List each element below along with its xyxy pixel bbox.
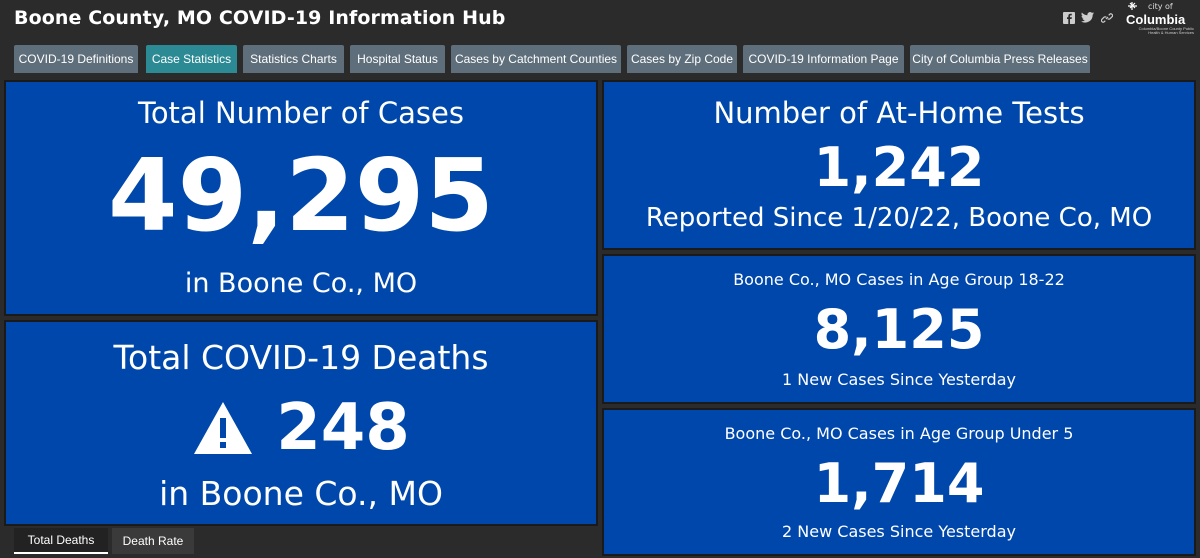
columbia-logo-mark-icon (1128, 2, 1137, 10)
total-cases-subtitle: in Boone Co., MO (184, 268, 418, 299)
total-deaths-title: Total COVID-19 Deaths (113, 338, 489, 377)
age-18-22-title: Boone Co., MO Cases in Age Group 18-22 (733, 270, 1065, 289)
logo-name: Columbia (1126, 12, 1186, 27)
tab-covid-19-information-page[interactable]: COVID-19 Information Page (743, 45, 904, 73)
total-deaths-value-row: 248 (6, 392, 596, 464)
twitter-icon[interactable] (1081, 11, 1094, 24)
tab-total-deaths[interactable]: Total Deaths (14, 528, 108, 554)
facebook-icon[interactable] (1062, 11, 1075, 24)
tab-statistics-charts[interactable]: Statistics Charts (243, 45, 344, 73)
at-home-tests-value: 1,242 (813, 136, 985, 199)
tab-hospital-status[interactable]: Hospital Status (350, 45, 445, 73)
app-header: Boone County, MO COVID-19 Information Hu… (0, 0, 1200, 40)
total-deaths-value: 248 (276, 391, 410, 465)
tab-cases-by-catchment-counties[interactable]: Cases by Catchment Counties (451, 45, 621, 73)
age-18-22-subtitle: 1 New Cases Since Yesterday (782, 370, 1016, 389)
columbia-logo: city of Columbia Columbia/Boone County P… (1122, 2, 1194, 38)
total-cases-panel: Total Number of Cases 49,295 in Boone Co… (4, 80, 598, 316)
age-18-22-value: 8,125 (813, 298, 985, 361)
link-icon[interactable] (1100, 11, 1113, 24)
age-under-5-title: Boone Co., MO Cases in Age Group Under 5 (724, 424, 1074, 443)
total-deaths-panel: Total COVID-19 Deaths 248 in Boone Co., … (4, 320, 598, 526)
tab-covid-19-definitions[interactable]: COVID-19 Definitions (14, 45, 138, 73)
tab-city-of-columbia-press-releases[interactable]: City of Columbia Press Releases (910, 45, 1090, 73)
total-deaths-subtitle: in Boone Co., MO (159, 474, 443, 513)
age-under-5-subtitle: 2 New Cases Since Yesterday (782, 522, 1016, 541)
age-18-22-panel: Boone Co., MO Cases in Age Group 18-22 8… (602, 254, 1196, 404)
age-under-5-value: 1,714 (813, 452, 985, 515)
tab-case-statistics[interactable]: Case Statistics (146, 45, 237, 73)
logo-subtitle: Columbia/Boone County Public Health & Hu… (1138, 26, 1194, 35)
tab-cases-by-zip-code[interactable]: Cases by Zip Code (627, 45, 737, 73)
total-cases-value: 49,295 (108, 137, 494, 254)
tab-death-rate[interactable]: Death Rate (112, 528, 194, 554)
at-home-tests-subtitle: Reported Since 1/20/22, Boone Co, MO (645, 203, 1153, 233)
age-under-5-panel: Boone Co., MO Cases in Age Group Under 5… (602, 408, 1196, 556)
at-home-tests-title: Number of At-Home Tests (713, 96, 1085, 130)
warning-icon (192, 400, 254, 456)
logo-city-of: city of (1148, 2, 1173, 11)
header-icons (1062, 11, 1113, 24)
total-cases-title: Total Number of Cases (138, 96, 464, 130)
app-title: Boone County, MO COVID-19 Information Hu… (14, 7, 506, 29)
at-home-tests-panel: Number of At-Home Tests 1,242 Reported S… (602, 80, 1196, 250)
